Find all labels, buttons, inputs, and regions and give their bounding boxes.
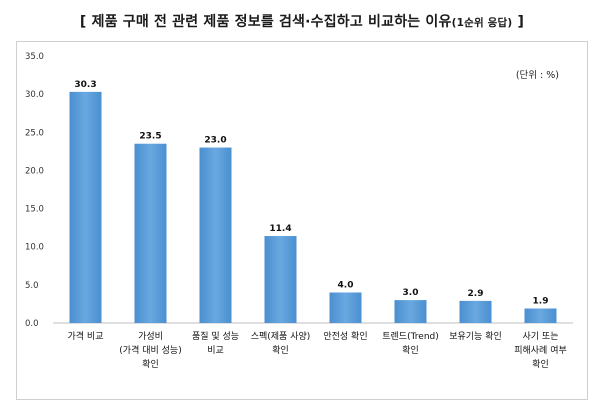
x-tick-label: 피해사례 여부 bbox=[514, 344, 567, 356]
chart-title-main: [ 제품 구매 전 관련 제품 정보를 검색·수집하고 비교하는 이유 bbox=[79, 14, 452, 30]
x-tick-label: 확인 bbox=[142, 358, 159, 370]
data-label: 23.5 bbox=[139, 132, 161, 142]
data-label: 4.0 bbox=[338, 280, 354, 290]
y-tick-label: 5.0 bbox=[25, 281, 39, 291]
x-tick-label: 스펙(제품 사양) bbox=[251, 331, 311, 342]
bar bbox=[199, 147, 232, 323]
y-tick-label: 20.0 bbox=[25, 166, 44, 176]
x-tick-label: 확인 bbox=[272, 344, 289, 356]
bar bbox=[524, 308, 557, 323]
x-tick-label: 품질 및 성능 bbox=[192, 330, 239, 342]
data-label: 11.4 bbox=[269, 224, 291, 234]
data-label: 30.3 bbox=[74, 80, 96, 90]
bar bbox=[69, 91, 102, 324]
bar-chart: 0.0 5.0 10.0 15.0 20.0 25.0 30.0 35.0 30.3 가격 비교 2… bbox=[25, 52, 573, 370]
x-tick-label: 트렌드(Trend) bbox=[382, 331, 439, 342]
y-tick-label: 0.0 bbox=[25, 319, 39, 329]
bar bbox=[264, 236, 297, 323]
x-tick-label: 가성비 bbox=[138, 331, 163, 342]
x-tick-label: 안전성 확인 bbox=[323, 330, 367, 342]
x-tick-label: (가격 대비 성능) bbox=[119, 344, 181, 356]
chart-panel: (단위 : %) 0.0 5.0 10.0 15.0 20.0 25.0 30.0 35.0 3… bbox=[16, 41, 588, 400]
chart-title-note: (1순위 응답) bbox=[451, 17, 513, 29]
y-tick-label: 15.0 bbox=[25, 205, 44, 215]
unit-note: (단위 : %) bbox=[515, 70, 559, 81]
y-tick-label: 10.0 bbox=[25, 243, 44, 253]
x-tick-label: 확인 bbox=[532, 358, 549, 370]
y-tick-label: 30.0 bbox=[25, 90, 44, 100]
chart-title: [ 제품 구매 전 관련 제품 정보를 검색·수집하고 비교하는 이유(1순위 … bbox=[0, 11, 604, 31]
x-tick-label: 보유기능 확인 bbox=[449, 330, 502, 342]
x-tick-label: 사기 또는 bbox=[523, 331, 559, 342]
x-tick-label: 확인 bbox=[402, 344, 419, 356]
bar bbox=[134, 143, 167, 323]
y-tick-label: 25.0 bbox=[25, 128, 44, 138]
data-label: 1.9 bbox=[533, 297, 549, 307]
x-tick-label: 비교 bbox=[207, 345, 224, 356]
chart-title-close: ] bbox=[512, 14, 525, 30]
bar bbox=[329, 292, 362, 323]
y-tick-label: 35.0 bbox=[25, 52, 44, 62]
bar bbox=[394, 300, 427, 323]
data-label: 3.0 bbox=[403, 288, 419, 298]
bar bbox=[459, 300, 492, 323]
data-label: 23.0 bbox=[204, 136, 226, 146]
data-label: 2.9 bbox=[468, 289, 484, 299]
x-tick-label: 가격 비교 bbox=[68, 330, 104, 342]
